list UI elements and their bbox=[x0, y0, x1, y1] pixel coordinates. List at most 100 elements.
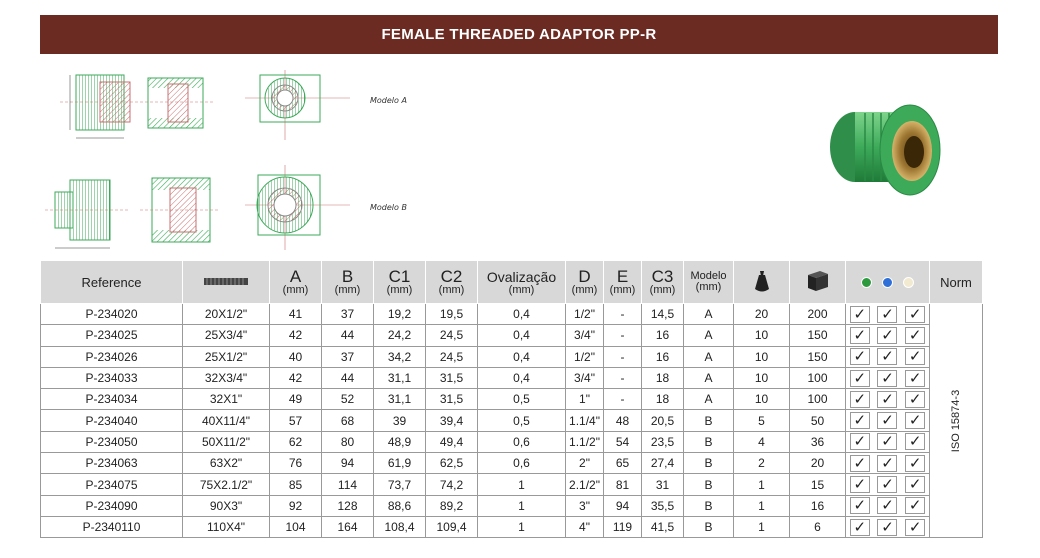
table-cell: 18 bbox=[641, 366, 684, 390]
box-icon bbox=[807, 270, 828, 291]
table-row: P-2340110 110X4" 104 164 108,4 109,4 1 4" 119 41,… bbox=[40, 515, 983, 539]
table-cell: - bbox=[603, 366, 642, 390]
check-icon: ✓ bbox=[905, 305, 926, 323]
table-cell: 104 bbox=[269, 515, 322, 539]
blue-dot-icon bbox=[882, 277, 893, 289]
color-dots-icon bbox=[856, 275, 919, 289]
table-cell: 1 bbox=[477, 494, 566, 517]
table-cell: 27,4 bbox=[641, 452, 684, 475]
thread-gauge-icon bbox=[204, 278, 248, 285]
check-icon: ✓ bbox=[905, 326, 926, 344]
table-cell: 85 bbox=[269, 473, 322, 496]
table-cell: 24,5 bbox=[425, 345, 478, 368]
table-cell: 20X1/2" bbox=[182, 302, 270, 326]
table-cell: 24,2 bbox=[373, 324, 426, 347]
col-b: B (mm) bbox=[321, 260, 374, 304]
check-icon: ✓ bbox=[849, 326, 870, 344]
model-b-end-view: Modelo B bbox=[245, 165, 407, 250]
table-cell: 35,5 bbox=[641, 494, 684, 517]
color-availability-cell: ✓ ✓ ✓ bbox=[845, 324, 930, 347]
check-icon: ✓ bbox=[905, 454, 926, 472]
table-cell: 54 bbox=[603, 430, 642, 454]
table-cell: P-234020 bbox=[40, 302, 183, 326]
table-cell: 1 bbox=[733, 494, 790, 517]
check-icon: ✓ bbox=[905, 348, 926, 366]
table-cell: 62 bbox=[269, 430, 322, 454]
table-cell: A bbox=[683, 366, 734, 390]
check-icon: ✓ bbox=[905, 476, 926, 494]
table-cell: 0,4 bbox=[477, 366, 566, 390]
color-availability-cell: ✓ ✓ ✓ bbox=[845, 388, 930, 411]
table-cell: - bbox=[603, 388, 642, 411]
check-icon: ✓ bbox=[877, 433, 898, 451]
table-cell: 31,5 bbox=[425, 366, 478, 390]
table-cell: 18 bbox=[641, 388, 684, 411]
table-header-row: Reference A (mm) B (mm) C1 (mm) C2 (mm) Oval… bbox=[40, 260, 983, 304]
col-d: D (mm) bbox=[565, 260, 604, 304]
table-cell: B bbox=[683, 473, 734, 496]
color-availability-cell: ✓ ✓ ✓ bbox=[845, 345, 930, 368]
table-cell: 92 bbox=[269, 494, 322, 517]
col-a: A (mm) bbox=[269, 260, 322, 304]
color-availability-cell: ✓ ✓ ✓ bbox=[845, 302, 930, 326]
norm-value: ISO 15874-3 bbox=[950, 389, 962, 452]
table-cell: P-234034 bbox=[40, 388, 183, 411]
model-b-section-view bbox=[140, 177, 220, 243]
table-cell: 40X11/4" bbox=[182, 409, 270, 432]
table-cell: 41 bbox=[269, 302, 322, 326]
table-cell: 80 bbox=[321, 430, 374, 454]
table-row: P-234034 32X1" 49 52 31,1 31,5 0,5 1" -18 A 10 100 ✓… bbox=[40, 388, 983, 411]
table-cell: 0,4 bbox=[477, 302, 566, 326]
table-row: P-234050 50X11/2" 62 80 48,9 49,4 0,6 1.1/2" 54 2… bbox=[40, 430, 983, 454]
col-ovalizacao: Ovalização (mm) bbox=[477, 260, 566, 304]
col-c1: C1 (mm) bbox=[373, 260, 426, 304]
table-cell: 68 bbox=[321, 409, 374, 432]
table-cell: 94 bbox=[321, 452, 374, 475]
check-icon: ✓ bbox=[849, 433, 870, 451]
table-cell: 0,6 bbox=[477, 430, 566, 454]
table-cell: 31,1 bbox=[373, 388, 426, 411]
table-cell: B bbox=[683, 494, 734, 517]
cream-dot-icon bbox=[903, 277, 914, 289]
col-thread bbox=[182, 260, 270, 304]
table-cell: 4" bbox=[565, 515, 604, 539]
table-cell: 16 bbox=[789, 494, 846, 517]
color-availability-cell: ✓ ✓ ✓ bbox=[845, 430, 930, 454]
check-icon: ✓ bbox=[877, 497, 898, 515]
check-icon: ✓ bbox=[849, 476, 870, 494]
table-cell: 16 bbox=[641, 324, 684, 347]
table-cell: 114 bbox=[321, 473, 374, 496]
check-icon: ✓ bbox=[849, 497, 870, 515]
check-icon: ✓ bbox=[849, 454, 870, 472]
table-cell: P-234026 bbox=[40, 345, 183, 368]
table-cell: 5 bbox=[733, 409, 790, 432]
table-cell: 1 bbox=[477, 473, 566, 496]
table-cell: 31,1 bbox=[373, 366, 426, 390]
bag-icon bbox=[754, 270, 769, 291]
check-icon: ✓ bbox=[849, 305, 870, 323]
table-cell: 94 bbox=[603, 494, 642, 517]
table-cell: 48 bbox=[603, 409, 642, 432]
check-icon: ✓ bbox=[877, 476, 898, 494]
table-cell: 1 bbox=[733, 515, 790, 539]
col-colors bbox=[845, 260, 930, 304]
table-cell: A bbox=[683, 302, 734, 326]
table-cell: P-234075 bbox=[40, 473, 183, 496]
table-cell: 34,2 bbox=[373, 345, 426, 368]
table-cell: 3" bbox=[565, 494, 604, 517]
table-cell: P-234025 bbox=[40, 324, 183, 347]
table-cell: 119 bbox=[603, 515, 642, 539]
table-cell: 25X1/2" bbox=[182, 345, 270, 368]
table-cell: 15 bbox=[789, 473, 846, 496]
table-cell: 36 bbox=[789, 430, 846, 454]
table-cell: 50 bbox=[789, 409, 846, 432]
check-icon: ✓ bbox=[849, 412, 870, 430]
table-cell: 19,5 bbox=[425, 302, 478, 326]
table-cell: 65 bbox=[603, 452, 642, 475]
table-cell: 1 bbox=[477, 515, 566, 539]
table-cell: - bbox=[603, 324, 642, 347]
check-icon: ✓ bbox=[877, 369, 898, 387]
table-cell: 6 bbox=[789, 515, 846, 539]
model-b-label: Modelo B bbox=[370, 203, 407, 212]
model-a-section-view bbox=[140, 77, 215, 129]
